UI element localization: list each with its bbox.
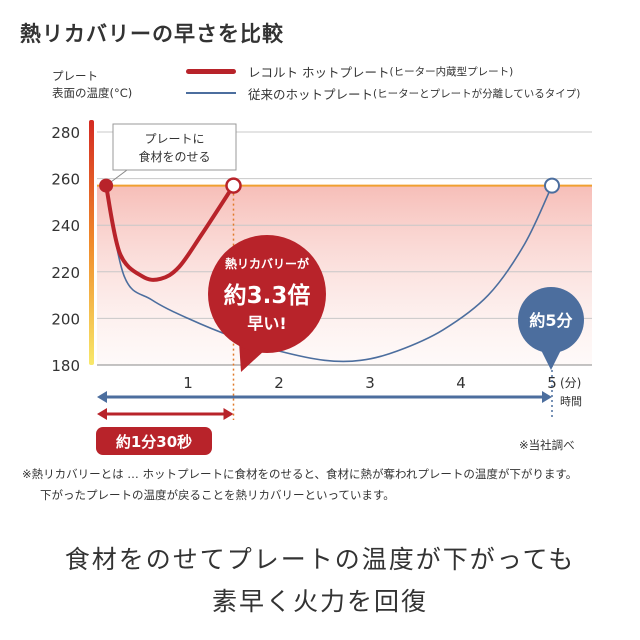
footnote-line2: 下がったプレートの温度が戻ることを熱リカバリーといっています。 [40, 488, 395, 502]
badge-red-line3: 早い! [247, 314, 286, 333]
x-unit-label: (分) [560, 376, 581, 390]
end-point-recolte [225, 177, 242, 194]
end-point-conventional [544, 177, 560, 194]
legend-swatch-recolte [186, 68, 236, 74]
start-point-marker [99, 178, 114, 193]
badge-blue-text: 約5分 [529, 311, 572, 330]
temperature-band [97, 185, 592, 365]
badge-blue [518, 287, 584, 353]
legend-swatch-conventional [186, 92, 236, 94]
x-tick-label-1: 1 [183, 374, 193, 392]
badge-red-line2: 約3.3倍 [224, 282, 311, 309]
duration-arrow-recolte-head-left [97, 408, 107, 420]
y-tick-label-180: 180 [51, 357, 80, 375]
duration-pill-recolte [96, 427, 212, 455]
duration-arrow-conventional-head-right [542, 391, 552, 403]
temperature-gradient-bar [89, 120, 94, 365]
x-tick-label-3: 3 [365, 374, 375, 392]
y-tick-label-260: 260 [51, 171, 80, 189]
callout-box [112, 123, 237, 171]
duration-arrow-recolte-head-right [223, 408, 234, 420]
callout-text-line2: 食材をのせる [138, 149, 210, 164]
y-tick-label-220: 220 [51, 264, 80, 282]
duration-arrow-conventional-head-left [97, 391, 107, 403]
y-tick-label-240: 240 [51, 217, 80, 235]
x-tick-label-2: 2 [274, 374, 284, 392]
series-line-conventional [105, 184, 553, 363]
y-tick-label-200: 200 [51, 310, 80, 328]
badge-red-line1: 熱リカバリーが [225, 256, 309, 271]
line-chart: 180 200 220 240 260 280 1 2 3 4 5 (分) 時間 プレートに食材をのせる… [51, 120, 592, 455]
x-tick-label-4: 4 [456, 374, 466, 392]
duration-pill-text: 約1分30秒 [116, 433, 192, 451]
series-line-recolte [104, 183, 236, 282]
chart-title: 熱リカバリーの早さを比較 [20, 22, 284, 46]
legend-name-conventional: 従来のホットプレート [248, 86, 374, 102]
y-axis-label-line1: プレート [52, 69, 98, 83]
y-axis-label-line2: 表面の温度(°C) [52, 86, 133, 100]
y-tick-label-280: 280 [51, 124, 80, 142]
legend-item-conventional: 従来のホットプレート (ヒーターとプレートが分離しているタイプ) [186, 82, 580, 104]
footnote: ※熱リカバリーとは … ホットプレートに食材をのせると、食材に熱が奪われプレート… [22, 464, 577, 506]
badge-red [208, 235, 326, 353]
y-axis-label: プレート 表面の温度(°C) [52, 68, 132, 102]
x-tick-label-5: 5 [547, 374, 557, 392]
callout-text-line1: プレートに [144, 132, 204, 146]
source-note: ※当社調べ [519, 438, 575, 452]
legend-name-recolte: レコルト ホットプレート [248, 64, 390, 80]
legend-item-recolte: レコルト ホットプレート (ヒーター内蔵型プレート) [186, 60, 580, 82]
slogan-line2: 素早く火力を回復 [211, 587, 428, 616]
slogan-line1: 食材をのせてプレートの温度が下がっても [64, 545, 576, 574]
legend-note-recolte: (ヒーター内蔵型プレート) [389, 65, 514, 78]
legend: レコルト ホットプレート (ヒーター内蔵型プレート) 従来のホットプレート (ヒ… [186, 60, 580, 104]
footnote-line1: ※熱リカバリーとは … ホットプレートに食材をのせると、食材に熱が奪われプレート… [22, 467, 578, 481]
x-axis-label: 時間 [560, 395, 582, 408]
legend-note-conventional: (ヒーターとプレートが分離しているタイプ) [373, 87, 581, 100]
